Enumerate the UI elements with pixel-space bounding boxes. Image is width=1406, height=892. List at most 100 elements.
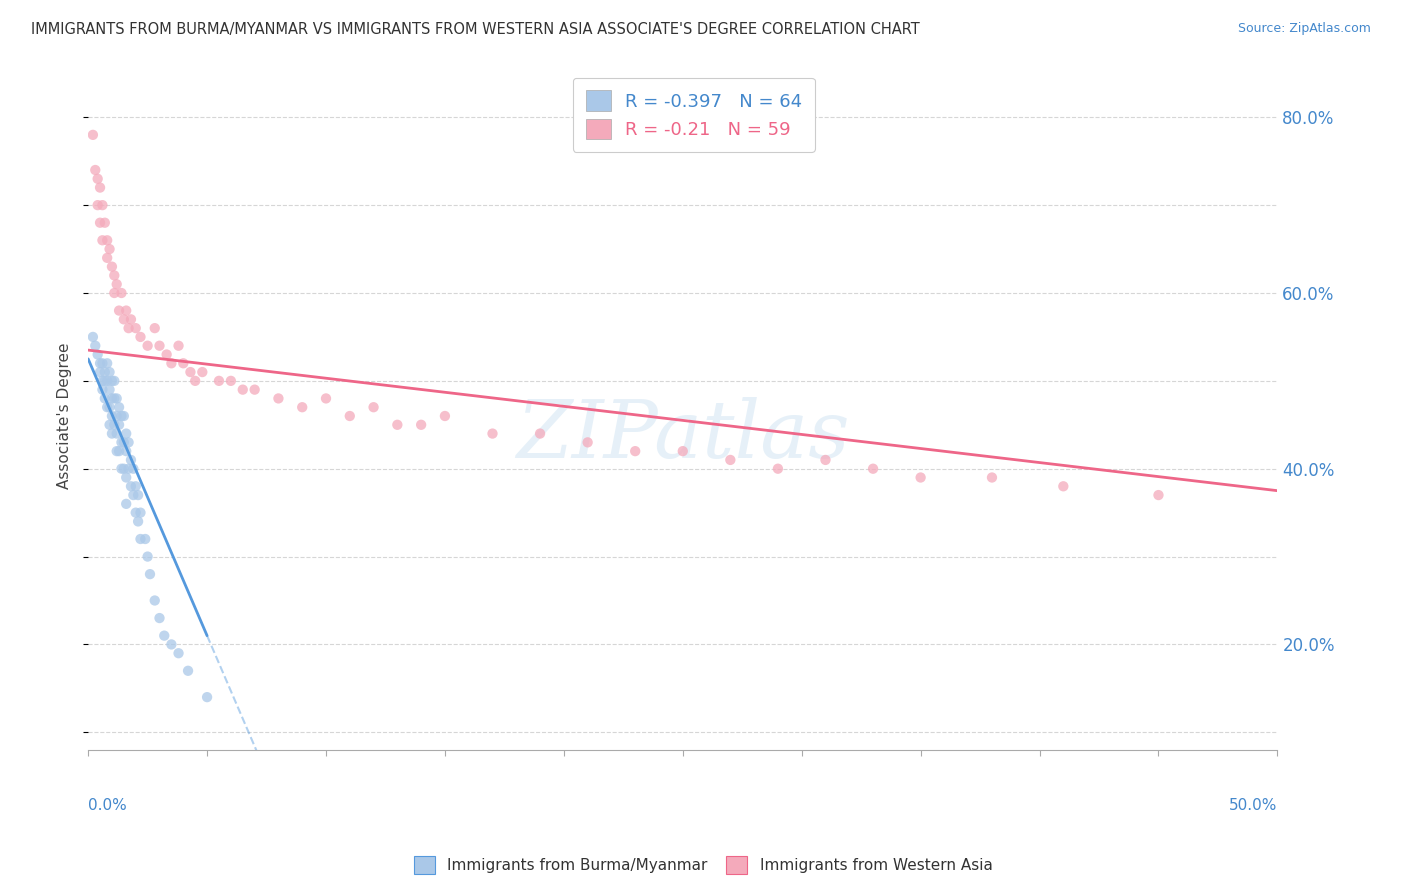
- Point: [315, 392, 337, 406]
- Point: [82, 128, 104, 142]
- Point: [103, 417, 125, 432]
- Point: [387, 417, 409, 432]
- Point: [120, 479, 142, 493]
- Point: [148, 339, 170, 353]
- Point: [108, 417, 131, 432]
- Point: [110, 435, 132, 450]
- Point: [91, 374, 114, 388]
- Point: [94, 392, 117, 406]
- Point: [184, 374, 207, 388]
- Point: [232, 383, 254, 397]
- Point: [86, 347, 108, 361]
- Point: [108, 401, 131, 415]
- Point: [576, 435, 599, 450]
- Point: [672, 444, 695, 458]
- Point: [98, 383, 121, 397]
- Point: [91, 356, 114, 370]
- Point: [243, 383, 266, 397]
- Point: [195, 690, 218, 705]
- Point: [94, 374, 117, 388]
- Text: 0.0%: 0.0%: [89, 798, 127, 814]
- Point: [160, 356, 183, 370]
- Point: [411, 417, 433, 432]
- Point: [129, 330, 152, 344]
- Point: [86, 198, 108, 212]
- Point: [129, 506, 152, 520]
- Point: [84, 339, 107, 353]
- Point: [91, 198, 114, 212]
- Point: [103, 268, 125, 283]
- Point: [129, 532, 152, 546]
- Point: [125, 506, 148, 520]
- Point: [89, 180, 111, 194]
- Point: [153, 629, 176, 643]
- Point: [117, 435, 139, 450]
- Point: [98, 401, 121, 415]
- Point: [143, 321, 166, 335]
- Point: [1147, 488, 1170, 502]
- Point: [120, 453, 142, 467]
- Text: 50.0%: 50.0%: [1229, 798, 1278, 814]
- Point: [96, 251, 118, 265]
- Point: [115, 303, 138, 318]
- Point: [981, 470, 1004, 484]
- Point: [96, 356, 118, 370]
- Point: [179, 365, 201, 379]
- Point: [98, 242, 121, 256]
- Point: [624, 444, 647, 458]
- Point: [122, 461, 145, 475]
- Point: [89, 356, 111, 370]
- Point: [160, 637, 183, 651]
- Point: [96, 374, 118, 388]
- Point: [814, 453, 837, 467]
- Point: [94, 365, 117, 379]
- Point: [98, 365, 121, 379]
- Point: [766, 461, 789, 475]
- Point: [167, 646, 190, 660]
- Point: [105, 409, 128, 423]
- Point: [156, 347, 179, 361]
- Point: [1052, 479, 1074, 493]
- Point: [433, 409, 456, 423]
- Point: [112, 312, 135, 326]
- Point: [112, 435, 135, 450]
- Point: [115, 426, 138, 441]
- Point: [125, 321, 148, 335]
- Point: [136, 339, 159, 353]
- Point: [101, 409, 124, 423]
- Point: [91, 383, 114, 397]
- Point: [101, 260, 124, 274]
- Point: [172, 356, 194, 370]
- Point: [363, 401, 385, 415]
- Point: [481, 426, 503, 441]
- Point: [103, 392, 125, 406]
- Point: [862, 461, 884, 475]
- Legend: R = -0.397   N = 64, R = -0.21   N = 59: R = -0.397 N = 64, R = -0.21 N = 59: [572, 78, 815, 152]
- Point: [219, 374, 242, 388]
- Point: [910, 470, 932, 484]
- Y-axis label: Associate's Degree: Associate's Degree: [58, 343, 72, 489]
- Point: [529, 426, 551, 441]
- Point: [91, 233, 114, 247]
- Point: [94, 216, 117, 230]
- Point: [117, 461, 139, 475]
- Point: [718, 453, 741, 467]
- Point: [115, 497, 138, 511]
- Point: [112, 461, 135, 475]
- Point: [108, 444, 131, 458]
- Point: [110, 409, 132, 423]
- Point: [115, 470, 138, 484]
- Point: [108, 303, 131, 318]
- Text: Source: ZipAtlas.com: Source: ZipAtlas.com: [1237, 22, 1371, 36]
- Point: [101, 392, 124, 406]
- Point: [103, 374, 125, 388]
- Point: [167, 339, 190, 353]
- Point: [110, 461, 132, 475]
- Point: [177, 664, 200, 678]
- Point: [191, 365, 214, 379]
- Point: [120, 312, 142, 326]
- Point: [115, 444, 138, 458]
- Point: [84, 163, 107, 178]
- Point: [134, 532, 156, 546]
- Point: [101, 426, 124, 441]
